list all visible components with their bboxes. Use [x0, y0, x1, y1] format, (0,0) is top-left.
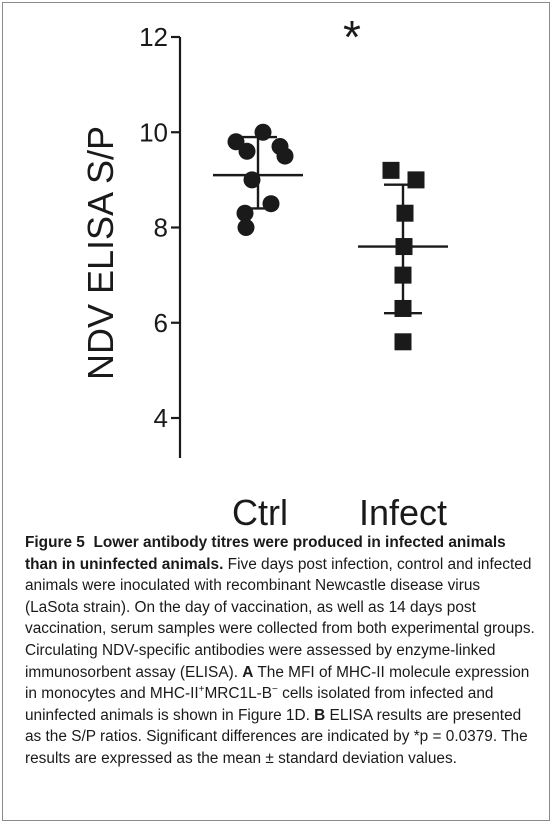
x-category-labels: Ctrl Infect — [232, 492, 447, 533]
data-point-ctrl — [254, 123, 272, 141]
panel-b-label: B — [314, 706, 326, 724]
figure-label: Figure 5 — [25, 534, 85, 551]
data-point-ctrl — [238, 142, 256, 160]
data-point-infect — [394, 333, 412, 351]
y-tick-labels: 4 6 8 10 12 — [139, 22, 168, 433]
data-point-ctrl — [243, 171, 261, 189]
data-point-ctrl — [236, 204, 254, 222]
y-tick-label: 10 — [139, 117, 168, 147]
significance-asterisk: * — [343, 11, 361, 63]
figure-caption: Figure 5 Lower antibody titres were prod… — [25, 532, 537, 770]
data-point-infect — [407, 171, 425, 189]
elisa-scatter-chart: 4 6 8 10 12 Ctrl Infect NDV ELISA S/P * — [80, 11, 448, 533]
data-point-ctrl — [276, 147, 294, 165]
y-axis-title: NDV ELISA S/P — [80, 126, 121, 380]
caption-text: MRC1L-B — [204, 685, 273, 703]
data-points — [227, 123, 425, 351]
data-point-ctrl — [262, 195, 280, 213]
superscript: + — [198, 684, 205, 696]
data-point-infect — [395, 238, 413, 256]
y-tick-label: 12 — [139, 22, 168, 52]
panel-a-label: A — [242, 663, 254, 681]
data-point-infect — [396, 204, 414, 222]
x-category-label: Infect — [359, 492, 447, 533]
y-axis — [171, 35, 182, 458]
data-point-ctrl — [227, 133, 245, 151]
caption-text: cells isolated from infected and uninfec… — [25, 685, 494, 724]
caption-text: ELISA results are presented as the S/P r… — [25, 706, 528, 767]
y-tick-label: 4 — [154, 403, 168, 433]
data-point-ctrl — [237, 219, 255, 236]
data-point-infect — [394, 266, 412, 284]
data-point-infect — [394, 299, 412, 317]
data-point-infect — [382, 161, 400, 179]
y-tick-label: 6 — [154, 308, 168, 338]
x-category-label: Ctrl — [232, 492, 288, 533]
caption-text: The MFI of MHC-II molecule expression in… — [25, 663, 530, 703]
caption-text: Five days post infection, control and in… — [25, 555, 535, 681]
y-tick-label: 8 — [154, 213, 168, 243]
figure-title: Lower antibody titres were produced in i… — [25, 534, 506, 573]
superscript: − — [272, 684, 278, 696]
